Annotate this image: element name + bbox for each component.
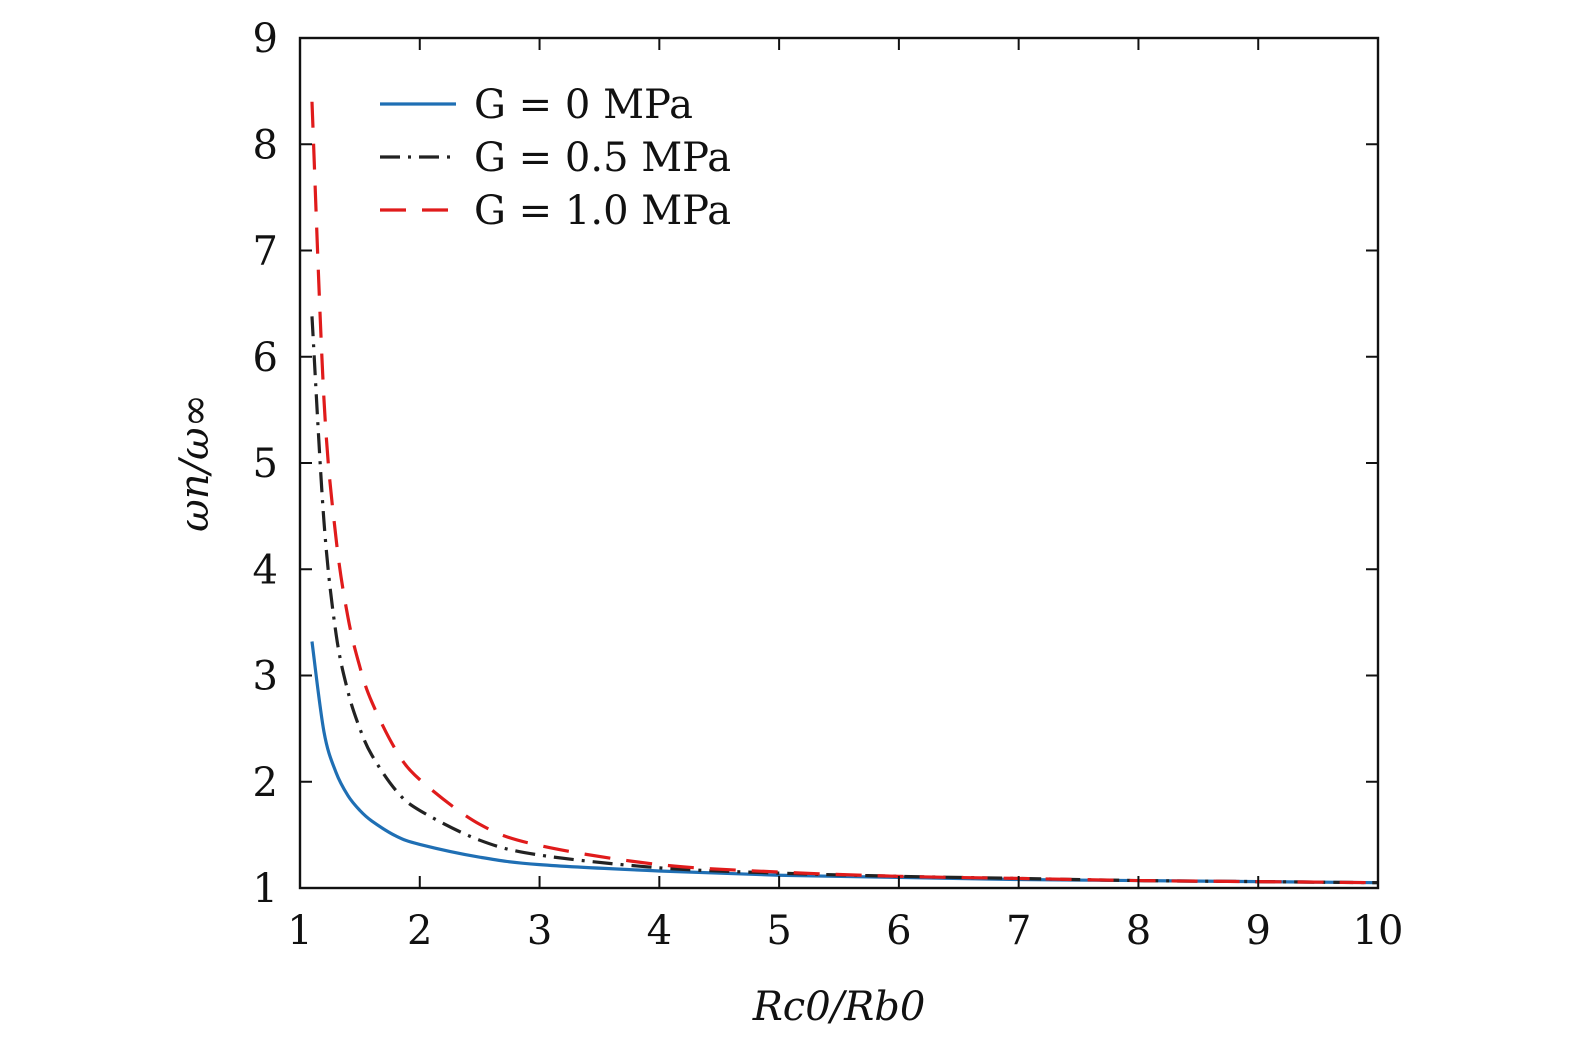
y-tick-label: 9 — [253, 16, 278, 62]
y-tick-label: 8 — [253, 122, 278, 168]
x-tick-label: 6 — [886, 908, 911, 954]
series-line-0 — [310, 641, 1378, 885]
x-tick-label: 10 — [1353, 908, 1404, 954]
x-tick-label: 3 — [527, 908, 552, 954]
axes: 1 2 3 4 5 6 7 8 9 10 1 2 3 4 5 6 7 8 9 — [253, 16, 1404, 954]
plot-frame — [298, 36, 1380, 890]
y-tick-label: 6 — [253, 335, 278, 381]
y-tick-label: 5 — [253, 441, 278, 487]
y-tick-label: 1 — [253, 866, 278, 912]
y-tick-label: 3 — [253, 654, 278, 700]
series-line-1 — [310, 316, 1378, 885]
legend: G = 0 MPa G = 0.5 MPa G = 1.0 MPa — [380, 82, 731, 234]
y-tick-label: 7 — [253, 229, 278, 275]
x-tick-label: 1 — [287, 908, 312, 954]
x-tick-label: 7 — [1006, 908, 1031, 954]
x-tick-label: 2 — [407, 908, 432, 954]
x-axis-label: Rc0/Rb0 — [752, 984, 926, 1030]
x-tick-label: 9 — [1245, 908, 1270, 954]
plot-area — [310, 101, 1378, 885]
axis-labels: Rc0/Rb0 ωn/ω∞ — [172, 394, 925, 1030]
x-tick-label: 5 — [766, 908, 791, 954]
series-line-2 — [310, 101, 1378, 885]
y-axis-label: ωn/ω∞ — [172, 394, 218, 532]
y-tick-label: 2 — [253, 760, 278, 806]
legend-entry-1: G = 0.5 MPa — [474, 135, 731, 181]
legend-entry-0: G = 0 MPa — [474, 82, 693, 128]
y-tick-label: 4 — [253, 547, 278, 593]
legend-entry-2: G = 1.0 MPa — [474, 188, 731, 234]
x-tick-label: 4 — [647, 908, 672, 954]
x-tick-label: 8 — [1126, 908, 1151, 954]
